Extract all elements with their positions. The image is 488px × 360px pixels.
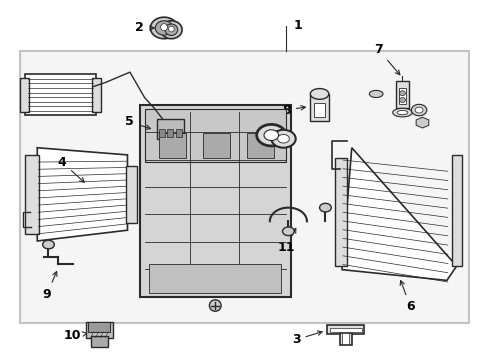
Text: 8: 8	[282, 104, 305, 117]
Polygon shape	[37, 148, 127, 241]
Ellipse shape	[414, 107, 422, 113]
Bar	[126, 166, 137, 223]
Ellipse shape	[42, 240, 54, 249]
Bar	[167, 129, 173, 137]
Bar	[451, 155, 462, 266]
Bar	[20, 78, 29, 112]
Ellipse shape	[410, 104, 426, 116]
Text: 4: 4	[58, 156, 84, 182]
Ellipse shape	[150, 17, 177, 39]
Bar	[144, 108, 285, 162]
Bar	[159, 133, 185, 158]
Ellipse shape	[310, 89, 328, 99]
Bar	[149, 264, 281, 293]
Bar	[140, 105, 290, 297]
Ellipse shape	[277, 134, 289, 143]
Polygon shape	[341, 148, 456, 280]
Bar	[86, 321, 113, 338]
Text: 5: 5	[124, 115, 133, 128]
Bar	[203, 133, 229, 158]
Text: 6: 6	[399, 280, 414, 313]
Ellipse shape	[396, 111, 407, 115]
Text: 3: 3	[291, 331, 322, 346]
Ellipse shape	[399, 91, 405, 96]
Text: 10: 10	[63, 329, 87, 342]
Text: 2: 2	[135, 22, 143, 35]
Bar	[334, 158, 346, 266]
Ellipse shape	[282, 227, 294, 235]
Bar	[329, 328, 361, 332]
Ellipse shape	[368, 90, 382, 98]
Bar	[92, 78, 101, 112]
Bar	[25, 155, 39, 234]
Bar	[310, 94, 328, 121]
Ellipse shape	[209, 300, 221, 311]
Bar	[159, 129, 164, 137]
Text: 1: 1	[293, 19, 302, 32]
Bar	[246, 133, 273, 158]
Text: 7: 7	[373, 43, 399, 75]
Bar	[20, 51, 468, 323]
Bar	[88, 321, 110, 332]
Text: 9: 9	[42, 271, 57, 301]
Ellipse shape	[399, 98, 405, 103]
Ellipse shape	[155, 21, 172, 35]
Bar	[341, 333, 348, 344]
Bar	[314, 103, 325, 117]
Ellipse shape	[164, 24, 177, 36]
Bar	[339, 333, 351, 345]
Ellipse shape	[168, 26, 174, 32]
Ellipse shape	[160, 24, 167, 31]
Text: 12: 12	[257, 110, 275, 123]
Ellipse shape	[256, 125, 285, 146]
Bar	[157, 119, 183, 139]
Ellipse shape	[392, 108, 411, 117]
Text: 11: 11	[277, 228, 295, 254]
Ellipse shape	[264, 130, 278, 140]
Bar	[395, 81, 408, 108]
Ellipse shape	[319, 203, 330, 212]
Ellipse shape	[271, 130, 295, 148]
Bar	[398, 88, 406, 104]
Bar	[91, 336, 108, 347]
Bar	[175, 129, 181, 137]
Bar	[327, 325, 363, 334]
Bar	[25, 74, 96, 116]
Ellipse shape	[160, 21, 182, 39]
